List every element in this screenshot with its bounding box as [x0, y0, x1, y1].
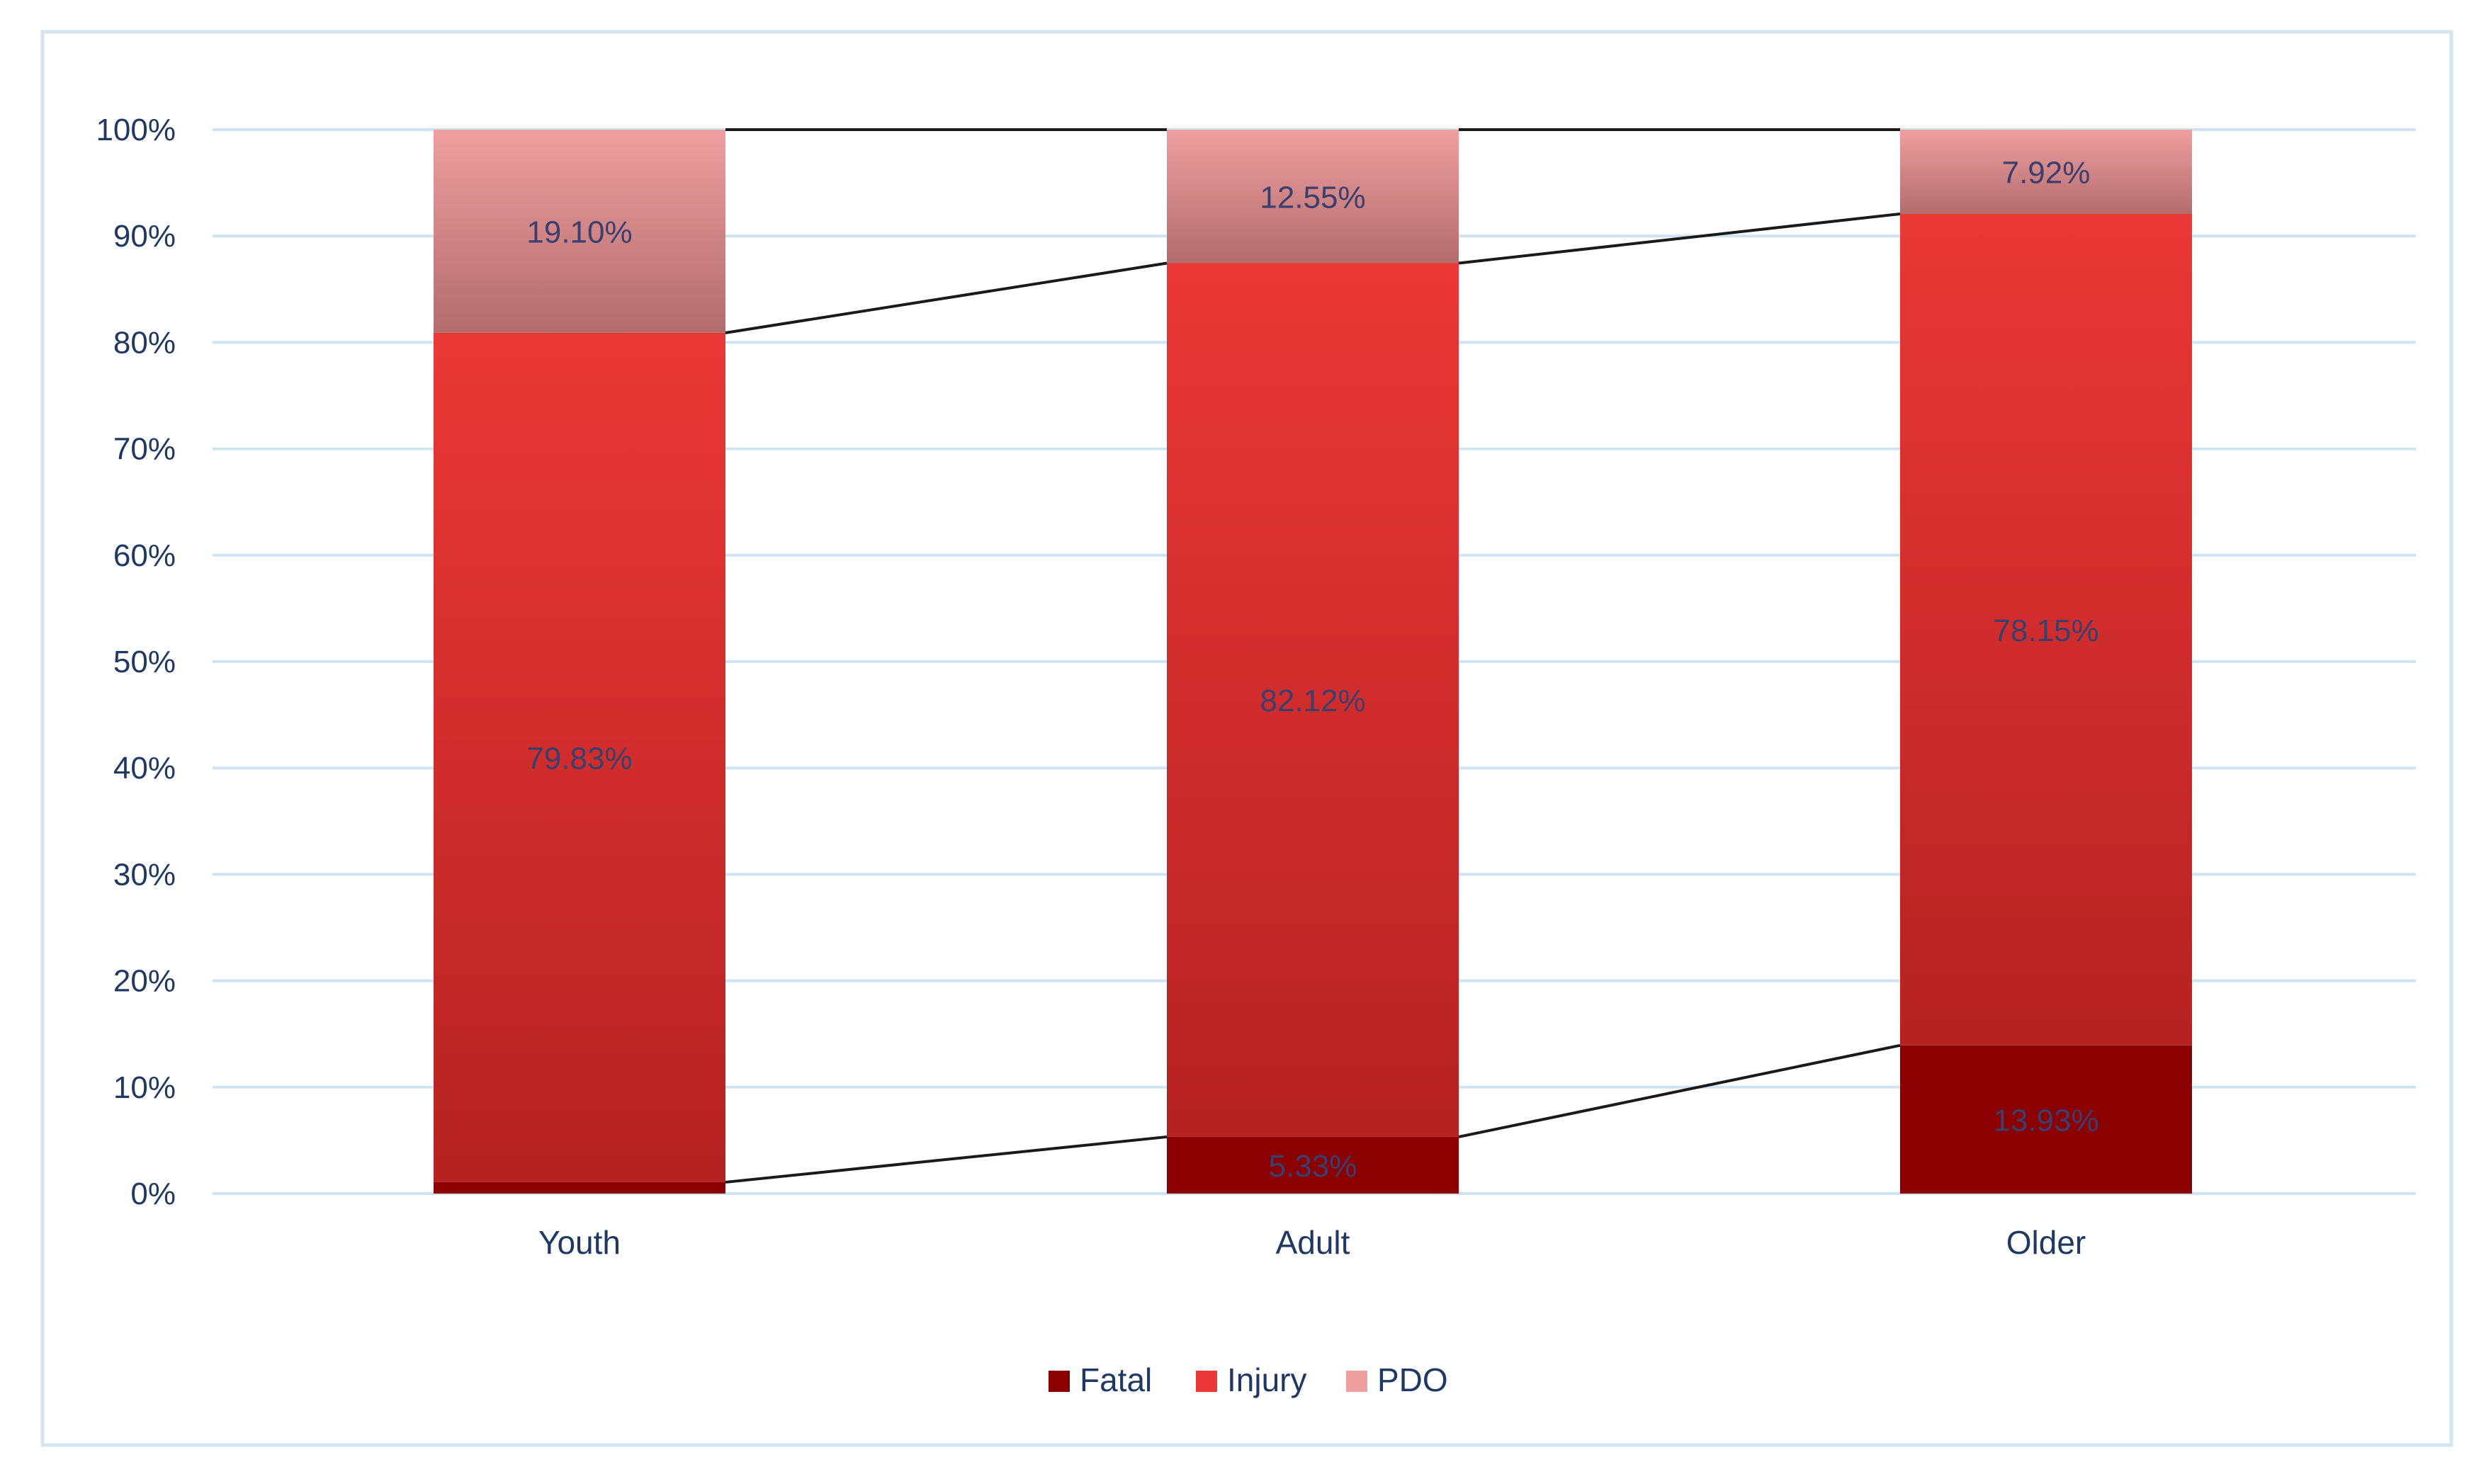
legend-label: Injury [1227, 1361, 1306, 1398]
data-label: 19.10% [526, 215, 632, 249]
x-tick-label: Youth [538, 1224, 621, 1261]
y-tick-label: 100% [96, 113, 176, 147]
bar-segment-fatal-older [1900, 1045, 2192, 1194]
y-axis-tick-labels: 0% 10% 20% 30% 40% 50% 60% 70% 80% 90% 100% [96, 113, 176, 1211]
legend-swatch-injury [1196, 1371, 1217, 1392]
y-tick-label: 70% [113, 432, 176, 467]
legend-label: Fatal [1080, 1361, 1152, 1398]
data-label: 79.83% [526, 741, 632, 776]
y-tick-label: 10% [113, 1070, 176, 1105]
data-label: 5.33% [1269, 1149, 1357, 1184]
x-tick-label: Adult [1276, 1224, 1350, 1261]
bars [434, 130, 2192, 1194]
series-lines [725, 128, 1901, 1184]
legend-label: PDO [1377, 1361, 1448, 1398]
y-tick-label: 80% [113, 325, 176, 360]
y-tick-label: 50% [113, 645, 176, 679]
y-tick-label: 20% [113, 964, 176, 999]
legend-swatch-fatal [1049, 1371, 1070, 1392]
bar-segment-pdo-adult [1167, 130, 1459, 264]
y-tick-label: 30% [113, 857, 176, 892]
bar-segment-fatal-adult [1167, 1136, 1459, 1194]
y-tick-label: 0% [130, 1177, 176, 1211]
bar-segment-injury-older [1900, 213, 2192, 1046]
bar-segment-pdo-youth [434, 130, 725, 333]
x-tick-label: Older [2006, 1224, 2086, 1261]
legend: Fatal Injury PDO [1049, 1361, 1448, 1398]
bar-segment-injury-adult [1167, 263, 1459, 1137]
series-line [725, 261, 1168, 334]
series-line [725, 1135, 1168, 1184]
bar-segment-pdo-older [1900, 130, 2192, 214]
series-line [1458, 212, 1901, 265]
y-tick-label: 60% [113, 538, 176, 573]
y-tick-label: 40% [113, 751, 176, 786]
data-labels: 79.83% 19.10% 5.33% 82.12% 12.55% 13.93% 78.15… [526, 155, 2098, 1183]
data-label: 78.15% [1993, 613, 2098, 648]
data-label: 7.92% [2002, 155, 2091, 190]
series-line [1458, 1043, 1901, 1138]
data-label: 12.55% [1260, 180, 1365, 215]
legend-swatch-pdo [1346, 1371, 1367, 1392]
data-label: 13.93% [1993, 1103, 2098, 1138]
x-axis-tick-labels: Youth Adult Older [538, 1224, 2086, 1261]
bar-segment-injury-youth [434, 332, 725, 1182]
bar-segment-fatal-youth [434, 1182, 725, 1194]
y-tick-label: 90% [113, 219, 176, 254]
data-label: 82.12% [1260, 684, 1365, 718]
